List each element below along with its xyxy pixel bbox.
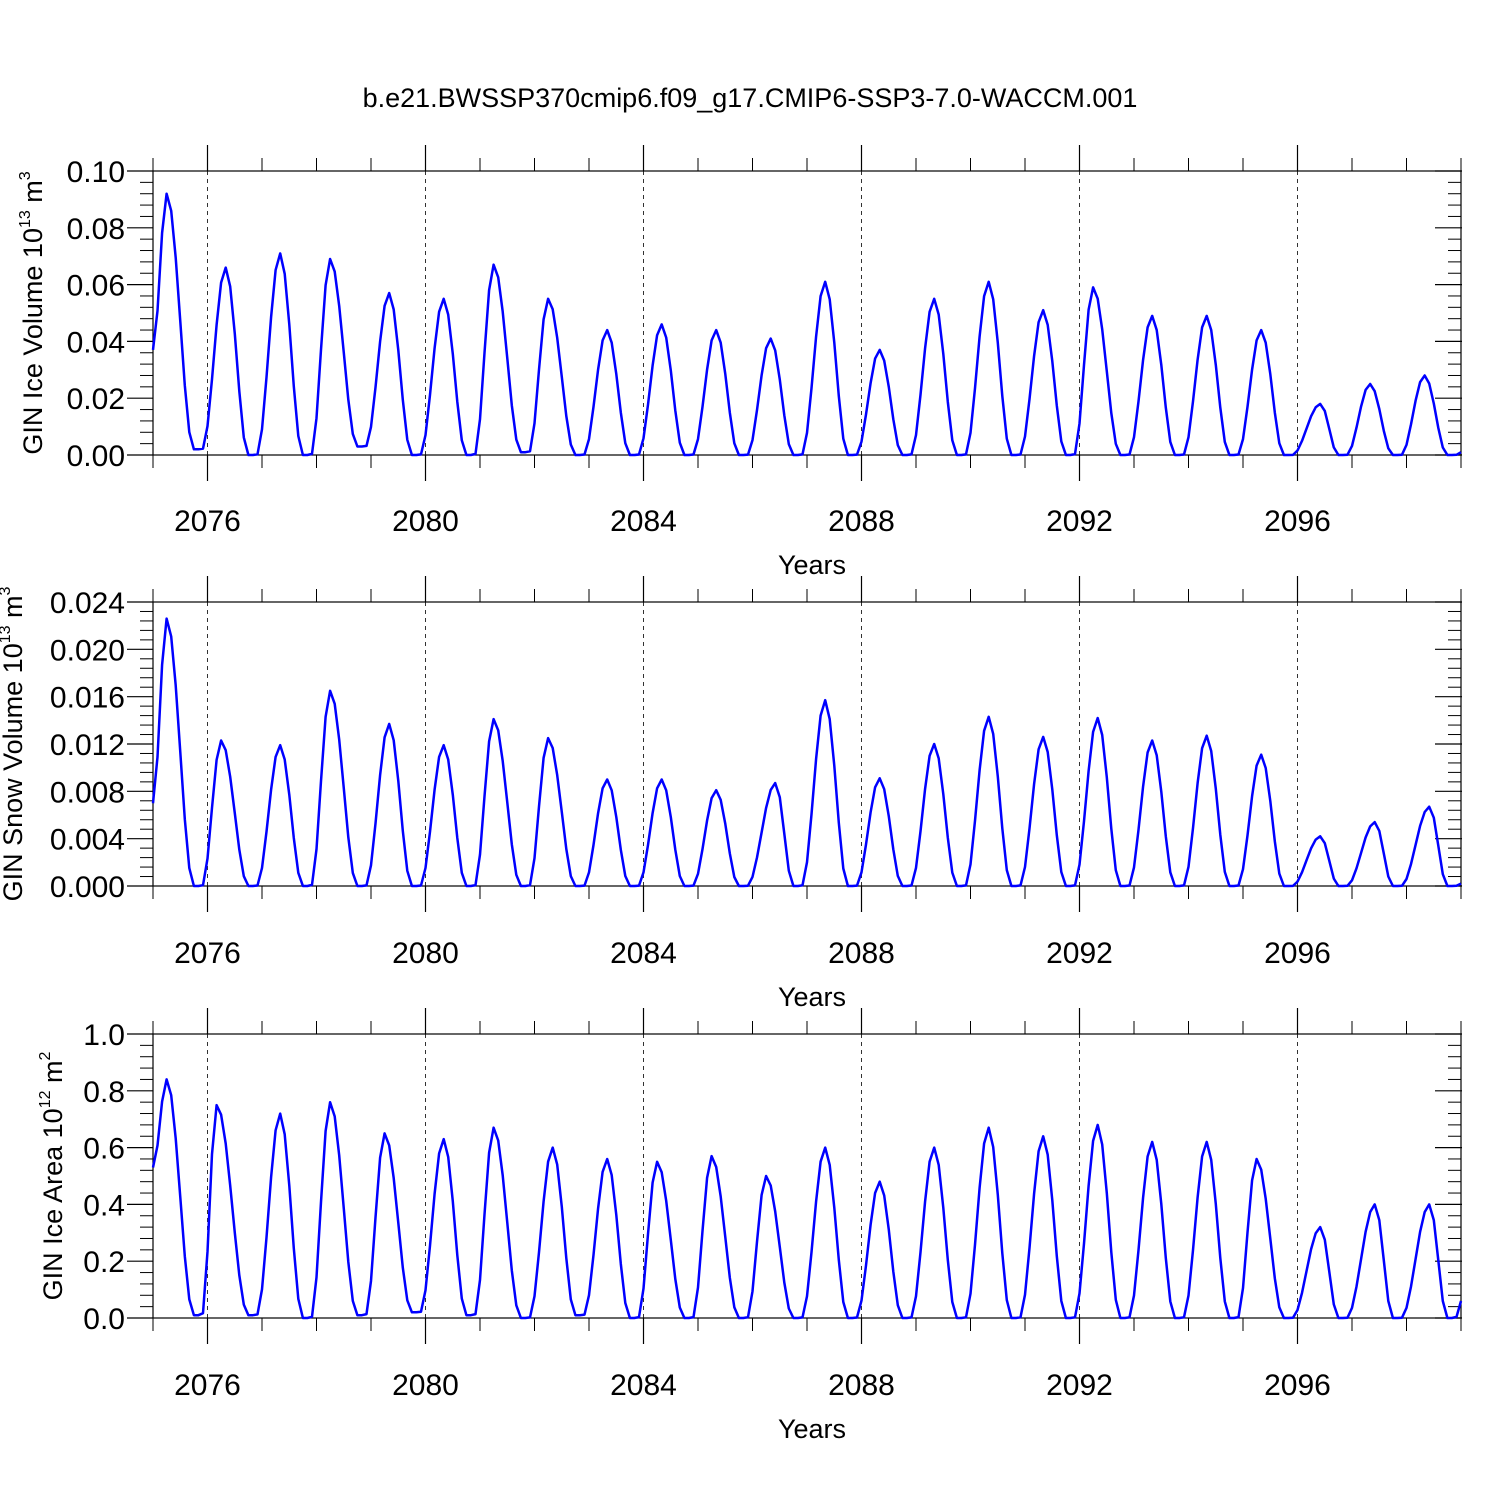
y-tick-label: 1.0 — [83, 1019, 125, 1052]
y-tick-label: 0.008 — [50, 776, 125, 809]
x-tick-label: 2088 — [828, 937, 895, 970]
x-tick-label: 2096 — [1264, 505, 1331, 538]
x-tick-label: 2076 — [174, 505, 241, 538]
x-tick-label: 2084 — [610, 1369, 677, 1402]
y-tick-label: 0.00 — [67, 440, 125, 473]
y-tick-label: 0.02 — [67, 383, 125, 416]
x-tick-label: 2088 — [828, 1369, 895, 1402]
y-tick-label: 0.10 — [67, 156, 125, 189]
x-tick-label: 2096 — [1264, 1369, 1331, 1402]
panel-snow_volume: 0.000 0.004 0.008 0.012 0.016 0.020 0.024 2076 2… — [0, 576, 1462, 1012]
x-axis-title: Years — [778, 1414, 846, 1444]
x-tick-label: 2092 — [1046, 505, 1113, 538]
y-tick-label: 0.020 — [50, 634, 125, 667]
y-tick-label: 0.04 — [67, 326, 125, 359]
y-tick-label: 0.0 — [83, 1303, 125, 1336]
x-tick-label: 2080 — [392, 937, 459, 970]
panels-container: 0.00 0.02 0.04 0.06 0.08 0.10 2076 2080 2084 2088… — [0, 145, 1463, 1444]
y-axis-title: GIN Snow Volume 1013 m3 — [0, 586, 28, 901]
y-tick-label: 0.000 — [50, 871, 125, 904]
x-tick-label: 2092 — [1046, 937, 1113, 970]
panel-ice_volume: 0.00 0.02 0.04 0.06 0.08 0.10 2076 2080 2084 2088… — [17, 145, 1462, 580]
x-tick-label: 2080 — [392, 505, 459, 538]
y-tick-label: 0.2 — [83, 1246, 125, 1279]
figure-title: b.e21.BWSSP370cmip6.f09_g17.CMIP6-SSP3-7… — [363, 83, 1138, 113]
series-line-ice_volume — [151, 192, 1462, 457]
series-line-ice_area — [151, 1078, 1463, 1320]
y-tick-label: 0.08 — [67, 213, 125, 246]
y-tick-label: 0.8 — [83, 1076, 125, 1109]
y-tick-label: 0.6 — [83, 1133, 125, 1166]
x-tick-label: 2084 — [610, 505, 677, 538]
y-tick-label: 0.024 — [50, 587, 125, 620]
x-axis-title: Years — [778, 982, 846, 1012]
y-axis-title: GIN Ice Area 1012 m2 — [37, 1052, 68, 1301]
x-axis-title: Years — [778, 550, 846, 580]
x-tick-label: 2076 — [174, 937, 241, 970]
y-axis-title: GIN Ice Volume 1013 m3 — [17, 171, 48, 454]
y-tick-label: 0.4 — [83, 1189, 125, 1222]
y-tick-label: 0.012 — [50, 729, 125, 762]
x-tick-label: 2076 — [174, 1369, 241, 1402]
y-tick-label: 0.016 — [50, 682, 125, 715]
x-tick-label: 2088 — [828, 505, 895, 538]
y-tick-label: 0.004 — [50, 824, 125, 857]
x-tick-label: 2096 — [1264, 937, 1331, 970]
x-tick-label: 2080 — [392, 1369, 459, 1402]
x-tick-label: 2092 — [1046, 1369, 1113, 1402]
series-line-snow_volume — [151, 617, 1462, 888]
panel-ice_area: 0.0 0.2 0.4 0.6 0.8 1.0 2076 2080 2084 2088 2092 20… — [37, 1008, 1463, 1444]
y-tick-label: 0.06 — [67, 270, 125, 303]
x-tick-label: 2084 — [610, 937, 677, 970]
